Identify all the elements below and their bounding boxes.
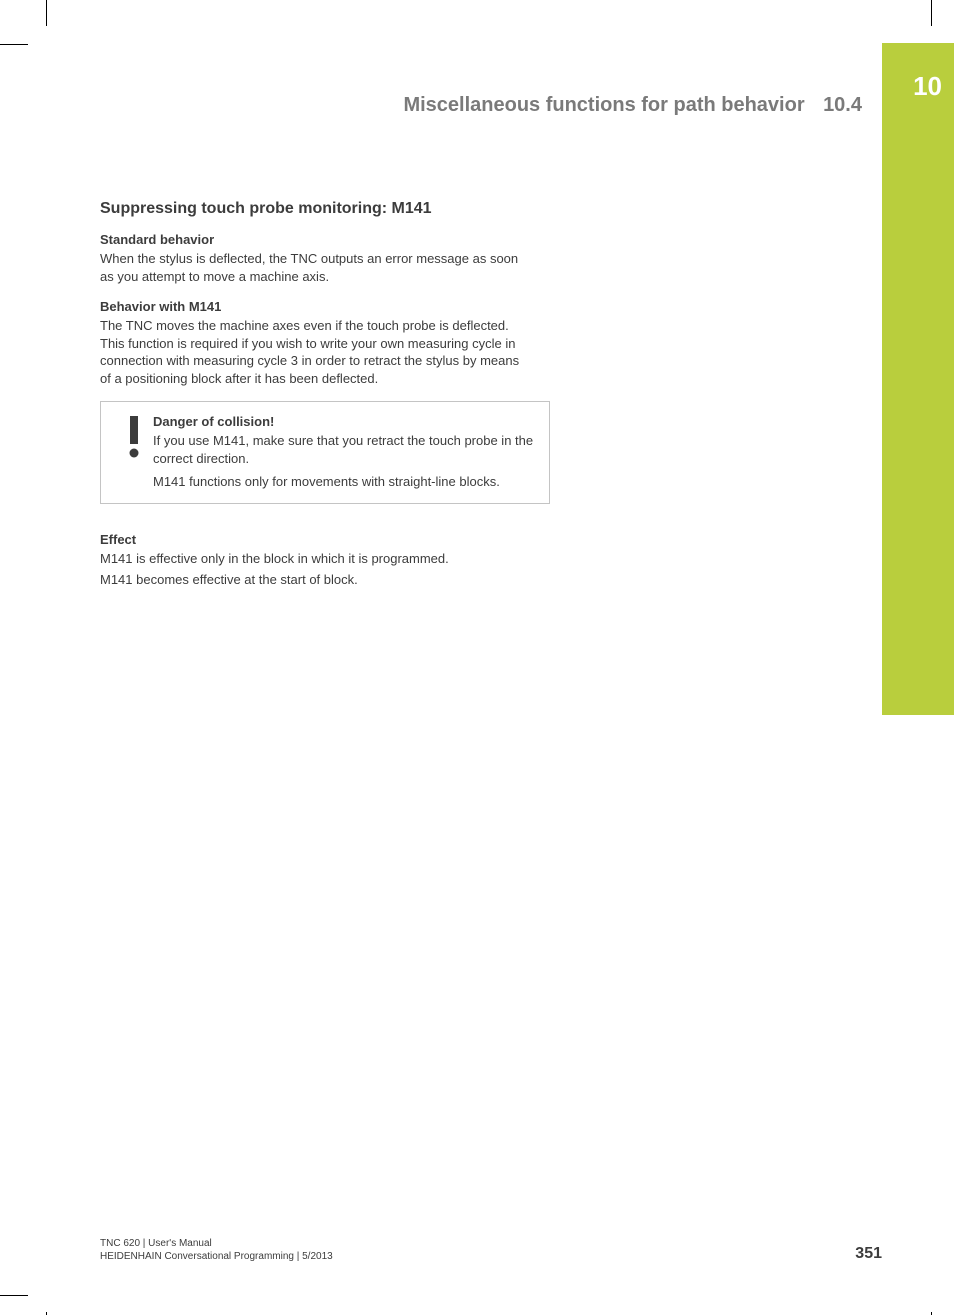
subheading-effect: Effect: [100, 532, 570, 547]
footer-text: TNC 620 | User's Manual HEIDENHAIN Conve…: [100, 1237, 333, 1263]
body-text: When the stylus is deflected, the TNC ou…: [100, 250, 520, 285]
page-footer: TNC 620 | User's Manual HEIDENHAIN Conve…: [100, 1237, 882, 1263]
callout-text: If you use M141, make sure that you retr…: [153, 432, 535, 467]
callout-content: Danger of collision! If you use M141, ma…: [153, 414, 535, 491]
body-text: The TNC moves the machine axes even if t…: [100, 317, 520, 387]
callout-heading: Danger of collision!: [153, 414, 535, 429]
body-text: M141 becomes effective at the start of b…: [100, 571, 520, 589]
warning-callout: Danger of collision! If you use M141, ma…: [100, 401, 550, 504]
crop-mark: [0, 44, 28, 45]
header-title: Miscellaneous functions for path behavio…: [403, 94, 804, 116]
crop-mark: [931, 0, 932, 26]
page-header: Miscellaneous functions for path behavio…: [100, 94, 862, 117]
subheading-standard-behavior: Standard behavior: [100, 232, 570, 247]
header-section-number: 10.4: [823, 94, 862, 116]
exclamation-icon: [115, 414, 153, 458]
chapter-number: 10: [882, 71, 942, 102]
page-content: Suppressing touch probe monitoring: M141…: [100, 200, 570, 603]
chapter-tab: 10: [882, 43, 954, 715]
page-number: 351: [855, 1245, 882, 1263]
section-heading: Suppressing touch probe monitoring: M141: [100, 200, 570, 218]
footer-line: HEIDENHAIN Conversational Programming | …: [100, 1250, 333, 1263]
subheading-behavior-m141: Behavior with M141: [100, 299, 570, 314]
callout-text: M141 functions only for movements with s…: [153, 473, 535, 491]
footer-line: TNC 620 | User's Manual: [100, 1237, 333, 1250]
body-text: M141 is effective only in the block in w…: [100, 550, 520, 568]
crop-mark: [0, 1295, 28, 1296]
crop-mark: [46, 0, 47, 26]
